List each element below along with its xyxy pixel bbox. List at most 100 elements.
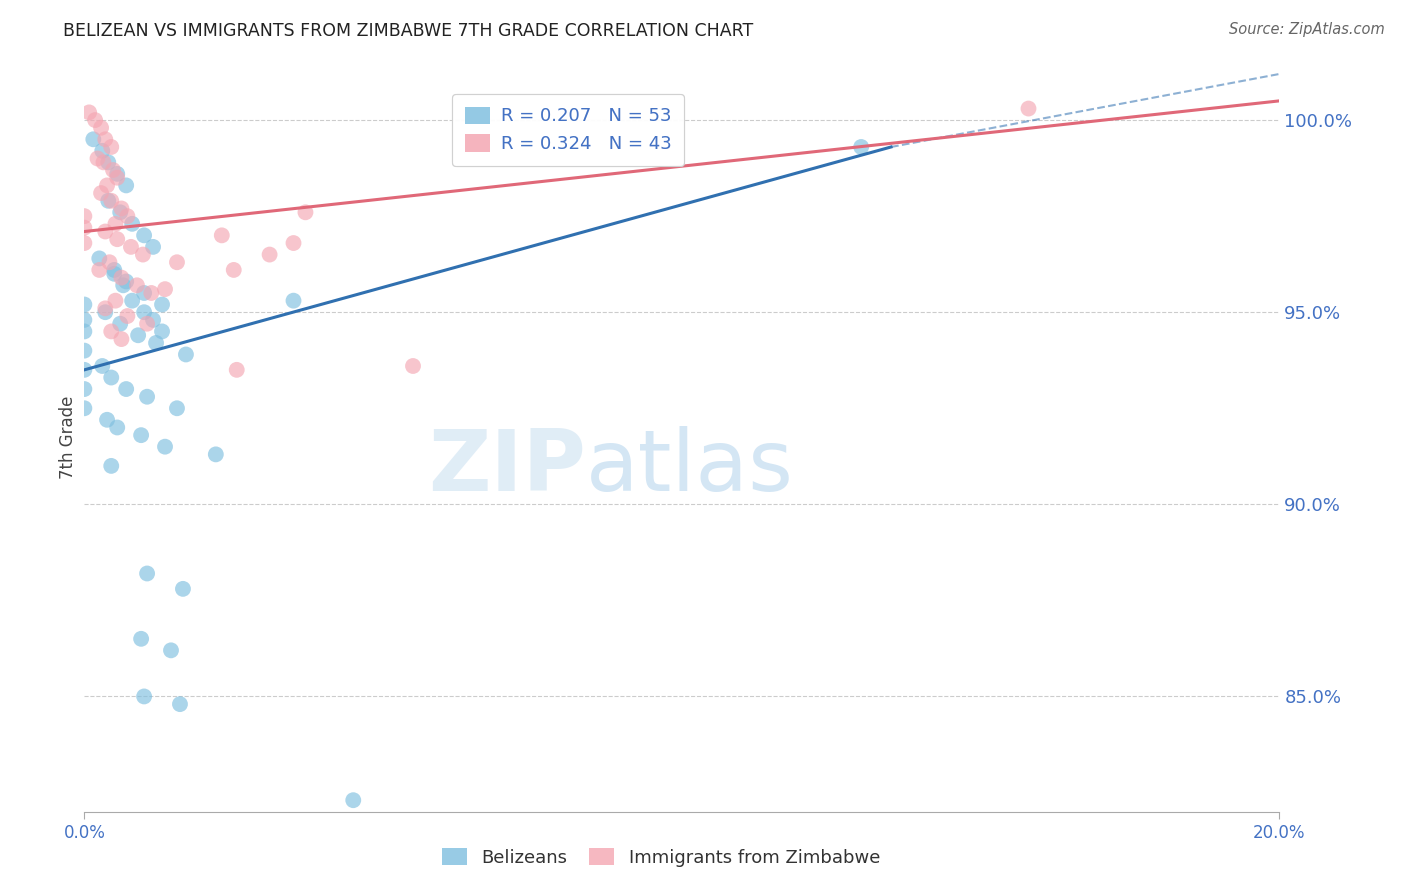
Point	[73, 382, 96, 396]
Point	[93, 155, 115, 169]
Point	[132, 305, 156, 319]
Point	[142, 240, 165, 254]
Point	[104, 293, 127, 308]
Point	[84, 113, 107, 128]
Point	[100, 194, 122, 208]
Point	[121, 217, 143, 231]
Point	[96, 413, 118, 427]
Point	[94, 132, 117, 146]
Point	[105, 420, 128, 434]
Point	[153, 282, 176, 296]
Point	[105, 170, 128, 185]
Point	[283, 235, 305, 250]
Point	[153, 440, 176, 454]
Point	[120, 240, 142, 254]
Point	[141, 285, 163, 300]
Point	[851, 140, 873, 154]
Point	[100, 140, 122, 154]
Point	[73, 343, 96, 358]
Point	[100, 370, 122, 384]
Point	[115, 382, 138, 396]
Point	[166, 401, 188, 416]
Point	[89, 252, 111, 266]
Point	[91, 359, 114, 373]
Point	[117, 209, 139, 223]
Point	[110, 317, 132, 331]
Point	[103, 267, 125, 281]
Point	[132, 247, 155, 261]
Point	[73, 363, 96, 377]
Point	[98, 255, 121, 269]
Point	[97, 155, 120, 169]
Point	[73, 235, 96, 250]
Point	[100, 458, 122, 473]
Text: atlas: atlas	[586, 425, 794, 508]
Point	[94, 225, 117, 239]
Point	[115, 178, 138, 193]
Point	[166, 255, 188, 269]
Point	[172, 582, 194, 596]
Point	[150, 325, 173, 339]
Point	[136, 390, 159, 404]
Point	[121, 293, 143, 308]
Point	[222, 263, 245, 277]
Point	[169, 697, 191, 711]
Point	[211, 228, 233, 243]
Point	[82, 132, 104, 146]
Text: Source: ZipAtlas.com: Source: ZipAtlas.com	[1229, 22, 1385, 37]
Point	[94, 301, 117, 316]
Point	[132, 285, 156, 300]
Point	[97, 194, 120, 208]
Point	[100, 325, 122, 339]
Point	[73, 325, 96, 339]
Point	[129, 632, 152, 646]
Point	[73, 297, 96, 311]
Text: BELIZEAN VS IMMIGRANTS FROM ZIMBABWE 7TH GRADE CORRELATION CHART: BELIZEAN VS IMMIGRANTS FROM ZIMBABWE 7TH…	[63, 22, 754, 40]
Point	[150, 297, 173, 311]
Point	[132, 690, 156, 704]
Point	[136, 566, 159, 581]
Text: ZIP: ZIP	[429, 425, 586, 508]
Point	[110, 332, 132, 346]
Point	[129, 428, 152, 442]
Legend: R = 0.207   N = 53, R = 0.324   N = 43: R = 0.207 N = 53, R = 0.324 N = 43	[451, 94, 685, 166]
Point	[160, 643, 183, 657]
Point	[125, 278, 148, 293]
Point	[105, 167, 128, 181]
Point	[73, 401, 96, 416]
Point	[142, 313, 165, 327]
Point	[112, 278, 135, 293]
Point	[205, 447, 228, 461]
Point	[91, 144, 114, 158]
Point	[259, 247, 281, 261]
Point	[294, 205, 316, 219]
Point	[342, 793, 364, 807]
Point	[115, 275, 138, 289]
Point	[103, 263, 125, 277]
Legend: Belizeans, Immigrants from Zimbabwe: Belizeans, Immigrants from Zimbabwe	[434, 841, 887, 874]
Point	[145, 335, 167, 350]
Point	[94, 305, 117, 319]
Point	[73, 220, 96, 235]
Point	[90, 120, 112, 135]
Point	[89, 263, 111, 277]
Point	[127, 328, 149, 343]
Point	[110, 205, 132, 219]
Point	[174, 347, 197, 361]
Y-axis label: 7th Grade: 7th Grade	[59, 395, 77, 479]
Point	[90, 186, 112, 200]
Point	[132, 228, 156, 243]
Point	[73, 209, 96, 223]
Point	[225, 363, 247, 377]
Point	[73, 313, 96, 327]
Point	[105, 232, 128, 246]
Point	[104, 217, 127, 231]
Point	[1018, 102, 1040, 116]
Point	[110, 202, 132, 216]
Point	[77, 105, 100, 120]
Point	[117, 309, 139, 323]
Point	[101, 163, 124, 178]
Point	[402, 359, 425, 373]
Point	[283, 293, 305, 308]
Point	[96, 178, 118, 193]
